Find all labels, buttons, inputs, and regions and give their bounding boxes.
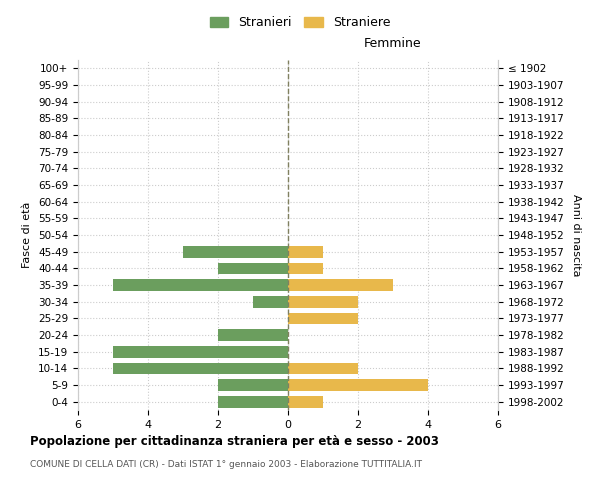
Text: Femmine: Femmine: [364, 36, 422, 50]
Bar: [113, 362, 288, 374]
Bar: [288, 379, 428, 391]
Text: Popolazione per cittadinanza straniera per età e sesso - 2003: Popolazione per cittadinanza straniera p…: [30, 435, 439, 448]
Bar: [288, 279, 393, 291]
Bar: [288, 246, 323, 258]
Legend: Stranieri, Straniere: Stranieri, Straniere: [205, 11, 395, 34]
Bar: [218, 379, 288, 391]
Bar: [288, 296, 358, 308]
Bar: [288, 362, 358, 374]
Bar: [288, 312, 358, 324]
Bar: [113, 279, 288, 291]
Bar: [218, 329, 288, 341]
Bar: [288, 396, 323, 407]
Bar: [218, 262, 288, 274]
Bar: [288, 262, 323, 274]
Y-axis label: Anni di nascita: Anni di nascita: [571, 194, 581, 276]
Bar: [253, 296, 288, 308]
Text: COMUNE DI CELLA DATI (CR) - Dati ISTAT 1° gennaio 2003 - Elaborazione TUTTITALIA: COMUNE DI CELLA DATI (CR) - Dati ISTAT 1…: [30, 460, 422, 469]
Bar: [183, 246, 288, 258]
Bar: [113, 346, 288, 358]
Y-axis label: Fasce di età: Fasce di età: [22, 202, 32, 268]
Bar: [218, 396, 288, 407]
